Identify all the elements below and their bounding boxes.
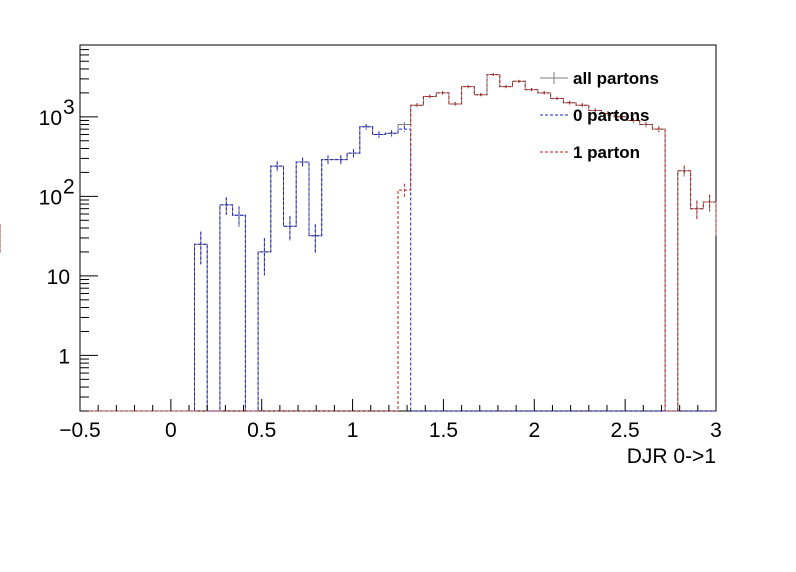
y-tick-label: 1 <box>58 345 70 368</box>
x-tick-label: 1.5 <box>429 419 458 442</box>
y-tick-exponent: 2 <box>63 175 75 198</box>
x-tick-label: 2 <box>528 419 540 442</box>
series-step-line <box>80 126 716 412</box>
x-axis: −0.5 0 0.5 1 1.5 2 2.5 3 <box>59 399 722 442</box>
x-tick-label: 0 <box>165 419 177 442</box>
legend-item: all partons <box>540 69 659 88</box>
y-tick-label: 10 <box>47 266 70 289</box>
series-layer <box>0 73 717 412</box>
y-tick-label: 10 <box>39 186 62 209</box>
legend-item: 0 partons <box>540 106 650 125</box>
legend-item: 1 parton <box>540 143 640 162</box>
x-tick-label: −0.5 <box>59 419 100 442</box>
legend: all partons 0 partons 1 parton <box>540 69 659 162</box>
x-tick-label: 3 <box>710 419 722 442</box>
x-axis-title: DJR 0->1 <box>627 445 716 468</box>
y-tick-label: 10 <box>39 107 62 130</box>
legend-label: all partons <box>573 69 659 88</box>
x-tick-label: 0.5 <box>247 419 276 442</box>
legend-label: 0 partons <box>573 106 650 125</box>
series-1-parton <box>0 73 717 412</box>
y-tick-exponent: 3 <box>63 96 75 119</box>
x-tick-label: 2.5 <box>611 419 640 442</box>
series-0-partons <box>80 124 716 412</box>
series-step-line <box>80 74 717 412</box>
legend-label: 1 parton <box>573 143 640 162</box>
x-tick-label: 1 <box>347 419 359 442</box>
